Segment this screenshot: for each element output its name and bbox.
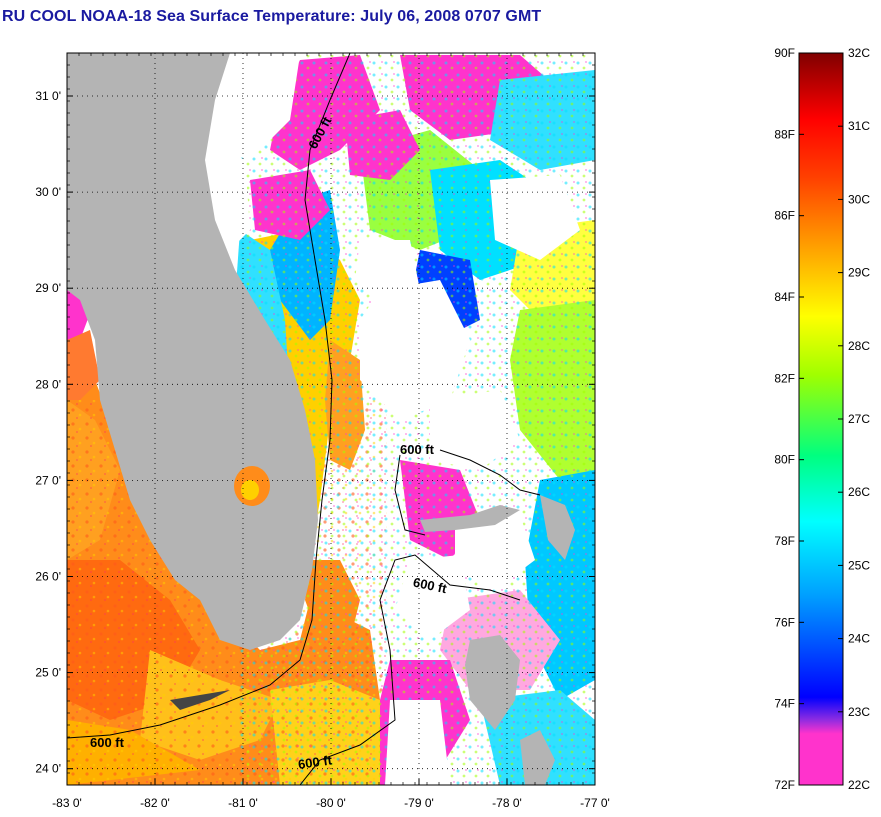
lat-lon-grid <box>66 52 596 786</box>
map-title: RU COOL NOAA-18 Sea Surface Temperature:… <box>2 8 542 25</box>
grand-bahama-island <box>420 505 520 532</box>
contour-label-bimini: 600 ft <box>412 575 449 597</box>
lat-label: 30 0' <box>35 185 61 199</box>
lon-label: -77 0' <box>580 796 610 810</box>
lat-label: 31 0' <box>35 89 61 103</box>
lat-label: 27 0' <box>35 473 61 487</box>
contour-label-grand-bahama: 600 ft <box>400 442 435 457</box>
andros-island <box>465 635 520 730</box>
contour-label-gulf: 600 ft <box>90 735 125 750</box>
longitude-labels: -83 0' -82 0' -81 0' -80 0' -79 0' -78 0' -77 … <box>52 796 610 810</box>
lon-label: -83 0' <box>52 796 82 810</box>
lon-label: -79 0' <box>404 796 434 810</box>
lat-label: 28 0' <box>35 377 61 391</box>
depth-contour-little-bahama-bank <box>439 449 541 496</box>
lon-label: -78 0' <box>492 796 522 810</box>
depth-contour-great-bahama-bank <box>299 554 521 785</box>
latitude-labels: 31 0' 30 0' 29 0' 28 0' 27 0' 26 0' 25 0' 24 0' <box>35 89 61 776</box>
abaco-island <box>540 495 575 560</box>
lat-label: 26 0' <box>35 570 61 584</box>
contour-label-keys: 600 ft <box>297 752 333 772</box>
lat-label: 29 0' <box>35 281 61 295</box>
lat-label: 25 0' <box>35 666 61 680</box>
lon-label: -81 0' <box>228 796 258 810</box>
lon-label: -82 0' <box>140 796 170 810</box>
lat-label: 24 0' <box>35 762 61 776</box>
sst-field <box>67 53 595 785</box>
depth-contour-florida <box>67 53 351 739</box>
lon-label: -80 0' <box>316 796 346 810</box>
